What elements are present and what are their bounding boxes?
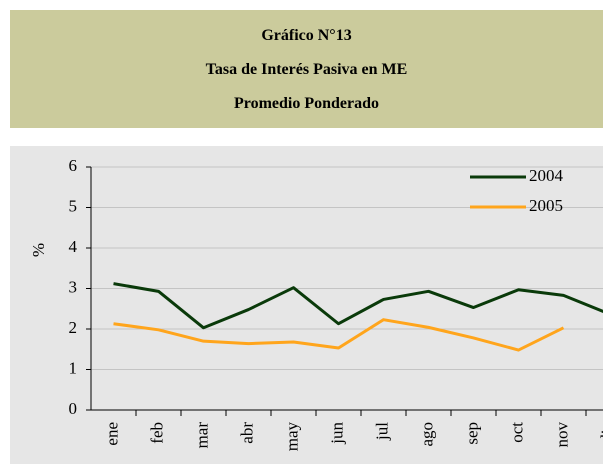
x-tick-label: sep	[462, 422, 481, 445]
series-line	[113, 282, 603, 330]
title-box: Gráfico N°13 Tasa de Interés Pasiva en M…	[10, 10, 603, 128]
y-axis-label: %	[29, 243, 48, 257]
x-tick-label: oct	[507, 422, 526, 443]
x-tick-label: mar	[192, 422, 211, 449]
y-tick-label: 0	[69, 399, 78, 418]
y-tick-label: 2	[69, 318, 78, 337]
y-tick-label: 4	[69, 237, 78, 256]
x-tick-label: ago	[417, 422, 436, 447]
title-line: Tasa de Interés Pasiva en ME	[205, 61, 408, 78]
x-tick-label: feb	[147, 422, 166, 444]
x-tick-label: ene	[102, 422, 121, 446]
title-line: Promedio Ponderado	[233, 95, 380, 112]
y-tick-label: 1	[69, 358, 78, 377]
y-tick-label: 6	[69, 156, 78, 175]
x-tick-label: abr	[237, 422, 256, 444]
chart-background	[10, 146, 603, 464]
x-tick-label: jun	[327, 422, 346, 445]
title-line: Gráfico N°13	[261, 27, 352, 44]
x-tick-label: jul	[372, 422, 391, 441]
legend-label: 2005	[529, 196, 563, 215]
y-tick-label: 3	[69, 277, 78, 296]
y-tick-label: 5	[69, 196, 78, 215]
x-tick-label: nov	[552, 422, 571, 448]
series-line	[113, 318, 565, 352]
x-tick-label: may	[282, 422, 301, 452]
legend-label: 2004	[529, 166, 564, 185]
x-tick-label: dic	[597, 422, 603, 443]
